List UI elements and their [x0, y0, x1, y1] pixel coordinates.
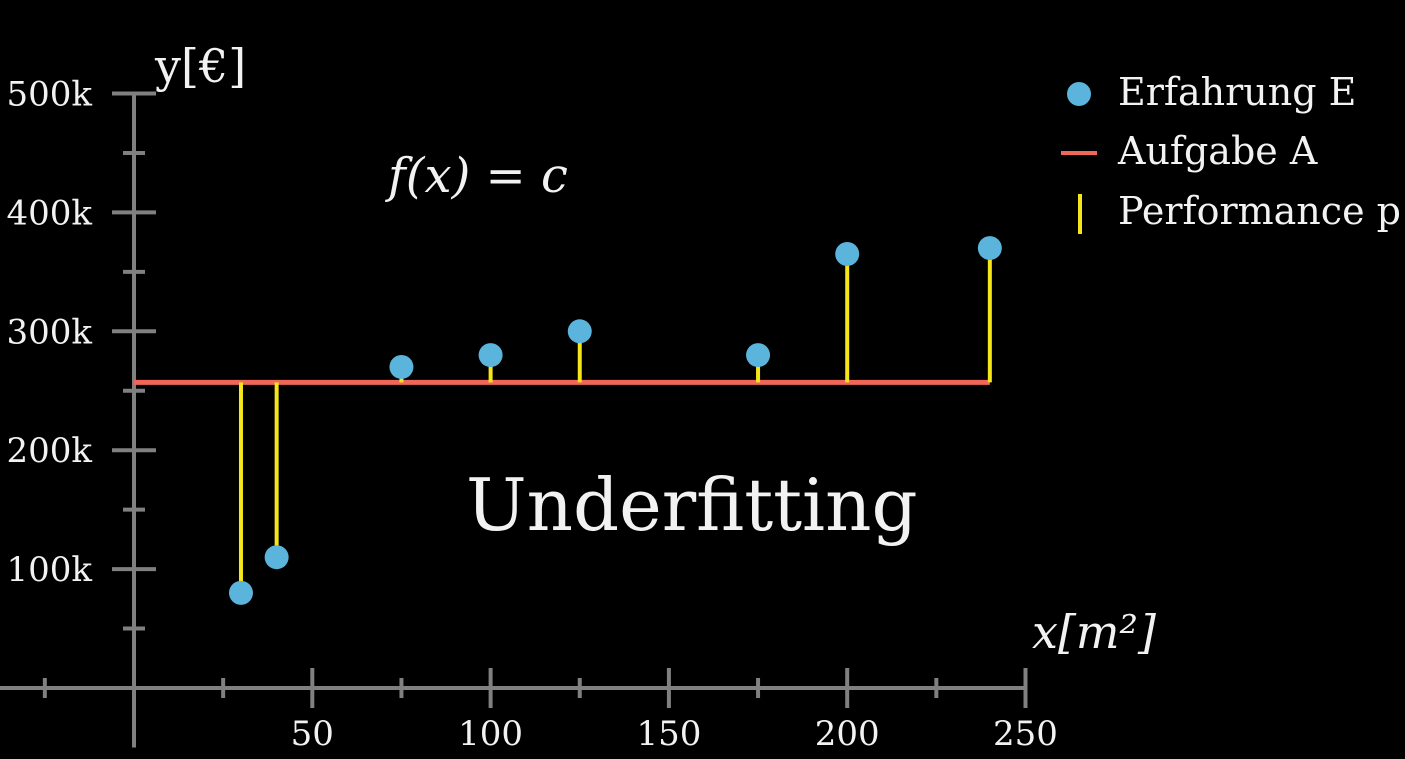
erfahrung-point [389, 354, 414, 379]
y-tick-label: 400k [7, 193, 93, 233]
labels-layer: y[€] x[m²] f(x) = c Underfitting [154, 39, 1156, 659]
y-tick-label: 300k [7, 312, 93, 352]
y-tick-label: 500k [7, 75, 93, 115]
series-layer [134, 236, 1002, 605]
erfahrung-point [228, 580, 253, 605]
x-axis-label: x[m²] [1032, 605, 1156, 659]
formula-annotation: f(x) = c [385, 148, 568, 204]
y-tick-label: 100k [7, 550, 93, 590]
erfahrung-point [478, 343, 503, 368]
x-tick-label: 50 [291, 714, 334, 754]
legend-label-performance: Performance p [1118, 189, 1401, 233]
erfahrung-point [977, 236, 1002, 261]
x-tick-label: 100 [458, 714, 523, 754]
y-tick-label: 200k [7, 431, 93, 471]
legend-label-erfahrung: Erfahrung E [1118, 70, 1356, 114]
x-tick-label: 150 [636, 714, 701, 754]
legend-marker-erfahrung [1067, 82, 1091, 106]
legend-label-aufgabe: Aufgabe A [1117, 129, 1318, 173]
x-tick-label: 200 [815, 714, 880, 754]
x-tick-label: 250 [993, 714, 1058, 754]
erfahrung-point [835, 242, 860, 267]
y-axis-label: y[€] [154, 39, 246, 93]
axes: 50 100 150 200 250 100k 200k 300k 400k 500k [0, 75, 1058, 754]
erfahrung-point [264, 545, 289, 570]
erfahrung-point [567, 319, 592, 344]
erfahrung-point [746, 343, 771, 368]
underfitting-caption: Underfitting [466, 463, 918, 547]
legend: Erfahrung E Aufgabe A Performance p [1061, 70, 1401, 234]
